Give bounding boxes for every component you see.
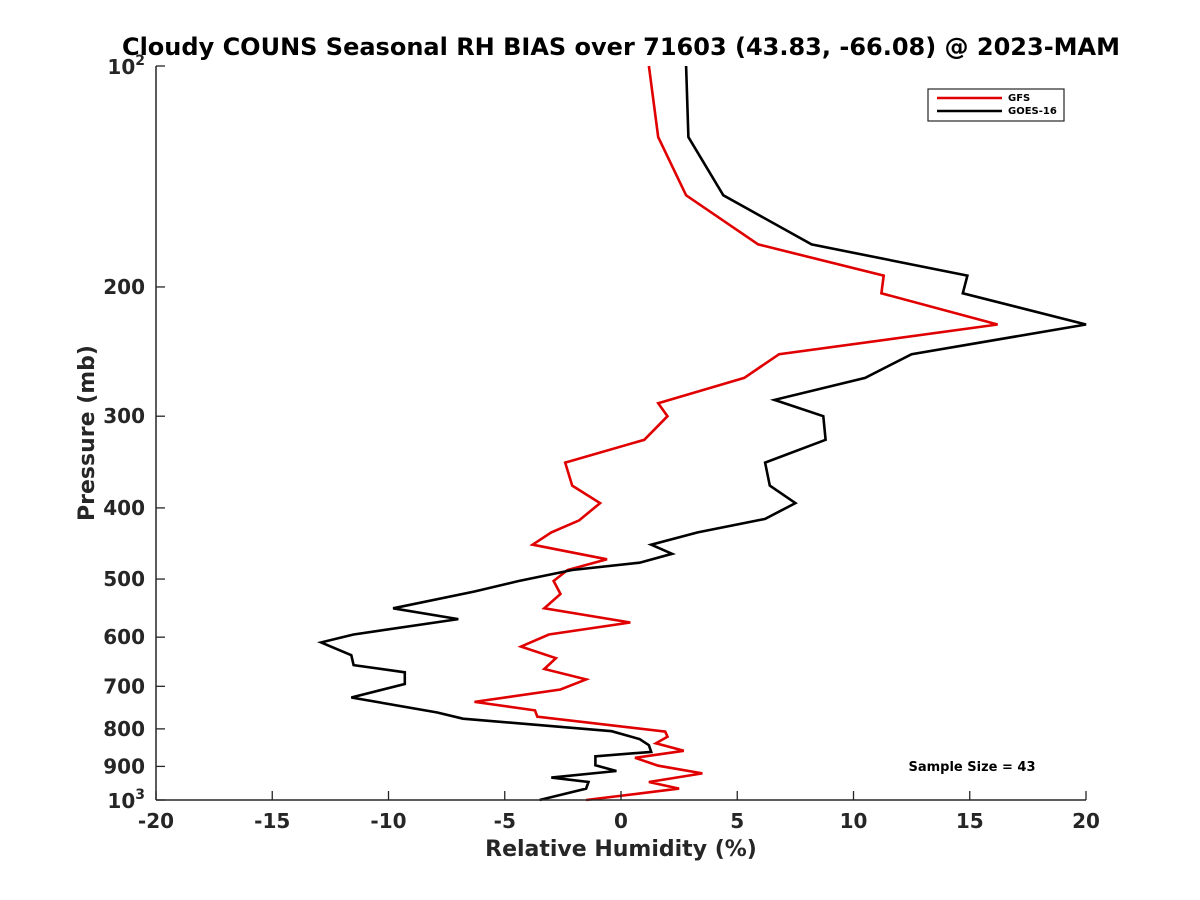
series-line-gfs bbox=[474, 65, 998, 802]
y-tick-label: 900 bbox=[103, 754, 145, 778]
x-tick-label: 15 bbox=[956, 809, 984, 833]
legend: GFS GOES-16 bbox=[927, 88, 1065, 122]
series-line-goes16 bbox=[316, 65, 1087, 802]
x-tick-label: -10 bbox=[370, 809, 406, 833]
pow-exponent: 2 bbox=[135, 53, 145, 69]
x-tick-label: -5 bbox=[494, 809, 516, 833]
pow-base: 10 bbox=[107, 55, 135, 79]
y-tick-label: 700 bbox=[103, 674, 145, 698]
x-tick-label: -15 bbox=[254, 809, 290, 833]
y-tick-label: 800 bbox=[103, 717, 145, 741]
x-ticks: -20 -15 -10 -5 0 5 10 15 20 bbox=[138, 791, 1100, 833]
chart-title: Cloudy COUNS Seasonal RH BIAS over 71603… bbox=[122, 33, 1120, 61]
pow-exponent: 3 bbox=[135, 787, 145, 803]
y-tick-label: 500 bbox=[103, 567, 145, 591]
pow-base: 10 bbox=[107, 789, 135, 813]
series-layer bbox=[316, 65, 1087, 802]
y-tick-label-pow: 102 bbox=[107, 53, 145, 79]
sample-size-annotation: Sample Size = 43 bbox=[908, 760, 1035, 775]
legend-label-gfs: GFS bbox=[1008, 93, 1030, 104]
legend-box bbox=[927, 88, 1065, 122]
x-tick-label: 10 bbox=[840, 809, 868, 833]
x-tick-label: -20 bbox=[138, 809, 174, 833]
y-axis-label: Pressure (mb) bbox=[75, 345, 100, 521]
y-tick-label: 600 bbox=[103, 625, 145, 649]
legend-label-goes16: GOES-16 bbox=[1008, 106, 1057, 117]
x-tick-label: 20 bbox=[1072, 809, 1100, 833]
x-axis-label: Relative Humidity (%) bbox=[485, 837, 757, 862]
y-tick-label-pow: 103 bbox=[107, 787, 145, 813]
y-tick-label: 400 bbox=[103, 496, 145, 520]
y-tick-label: 300 bbox=[103, 404, 145, 428]
y-tick-label: 200 bbox=[103, 275, 145, 299]
x-tick-label: 5 bbox=[730, 809, 744, 833]
x-tick-label: 0 bbox=[614, 809, 628, 833]
